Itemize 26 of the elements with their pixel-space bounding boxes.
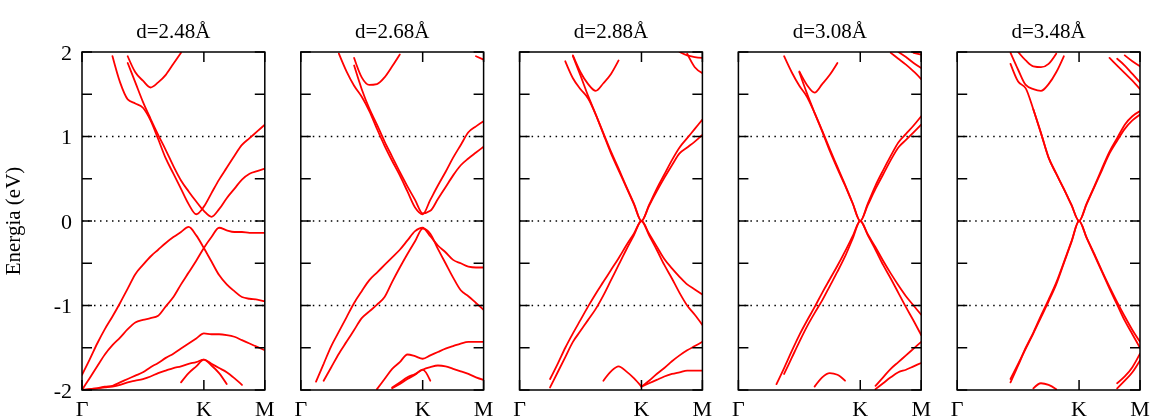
y-tick-label: -1 xyxy=(53,293,72,319)
y-tick-label: 0 xyxy=(61,208,72,234)
y-axis-title: Energia (eV) xyxy=(1,166,25,276)
chart-title: d=3.48Å xyxy=(1011,19,1087,43)
x-tick-label: Γ xyxy=(294,396,308,420)
chart-title: d=2.48Å xyxy=(136,19,212,43)
x-tick-label: Γ xyxy=(732,396,746,420)
x-tick-label: K xyxy=(195,396,212,420)
x-tick-label: K xyxy=(852,396,869,420)
x-tick-label: M xyxy=(911,396,931,420)
x-tick-label: Γ xyxy=(75,396,89,420)
x-tick-label: K xyxy=(414,396,431,420)
x-tick-label: Γ xyxy=(513,396,527,420)
x-tick-label: K xyxy=(633,396,650,420)
y-tick-label: -2 xyxy=(53,377,72,403)
chart-title: d=3.08Å xyxy=(792,19,868,43)
x-tick-label: M xyxy=(473,396,494,420)
x-tick-label: M xyxy=(1130,396,1150,420)
y-tick-label: 2 xyxy=(61,39,72,65)
x-tick-label: M xyxy=(255,396,275,420)
x-tick-label: Γ xyxy=(950,396,964,420)
x-tick-label: M xyxy=(692,396,713,420)
chart-title: d=2.68Å xyxy=(355,19,431,43)
x-tick-label: K xyxy=(1071,396,1088,420)
y-tick-label: 1 xyxy=(61,124,72,150)
chart-title: d=2.88Å xyxy=(573,19,649,43)
